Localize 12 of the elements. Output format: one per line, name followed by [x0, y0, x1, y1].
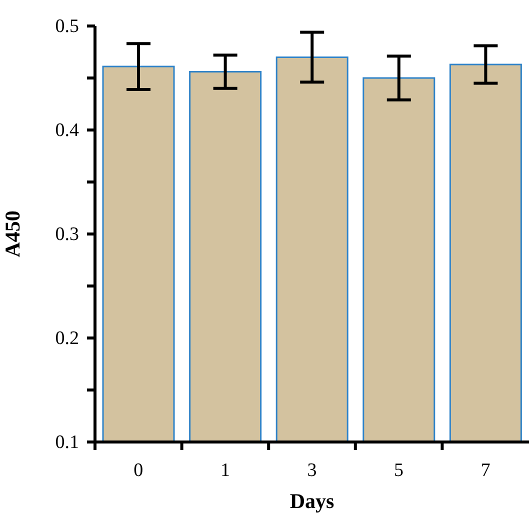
- y-tick-label: 0.2: [55, 328, 79, 349]
- y-axis-title: A450: [0, 210, 24, 258]
- y-tick-label: 0.3: [55, 224, 79, 245]
- y-tick-label: 0.4: [55, 120, 80, 141]
- x-tick-label: 3: [307, 460, 317, 481]
- x-axis-title: Days: [290, 489, 334, 513]
- x-tick-label: 5: [394, 460, 404, 481]
- y-tick-label: 0.5: [55, 16, 79, 37]
- x-tick-label: 1: [220, 460, 230, 481]
- y-tick-label: 0.1: [55, 432, 79, 453]
- x-tick-label: 7: [480, 460, 490, 481]
- x-tick-label: 0: [134, 460, 144, 481]
